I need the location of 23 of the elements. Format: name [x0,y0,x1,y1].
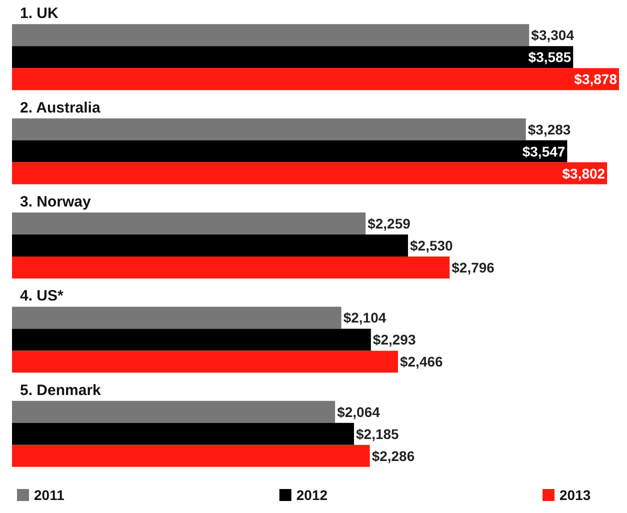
data-label: $3,304 [531,27,574,44]
y-tick-label: 5. Denmark [20,382,102,399]
y-tick-label: 2. Australia [20,99,101,116]
data-label: $2,796 [452,259,495,276]
data-label: $3,878 [574,71,618,88]
y-tick-label: 3. Norway [20,194,92,210]
legend-label: 2013 [560,487,591,503]
data-label: $2,104 [343,310,386,326]
data-label: $2,185 [356,426,400,442]
data-label: $3,585 [528,49,572,66]
data-label: $3,283 [528,121,571,138]
y-tick-label: 1. UK [20,5,59,22]
data-label: $2,286 [372,448,415,464]
data-label: $2,293 [372,332,416,348]
data-label: $2,259 [368,216,411,232]
data-label: $3,547 [522,143,566,160]
legend-label: 2011 [34,487,65,503]
data-label: $3,802 [562,165,606,182]
legend-label: 2012 [296,487,328,503]
y-tick-label: 4. US* [20,288,64,305]
data-label: $2,064 [337,404,380,420]
data-label: $2,466 [400,354,444,370]
data-label: $2,530 [410,238,454,254]
